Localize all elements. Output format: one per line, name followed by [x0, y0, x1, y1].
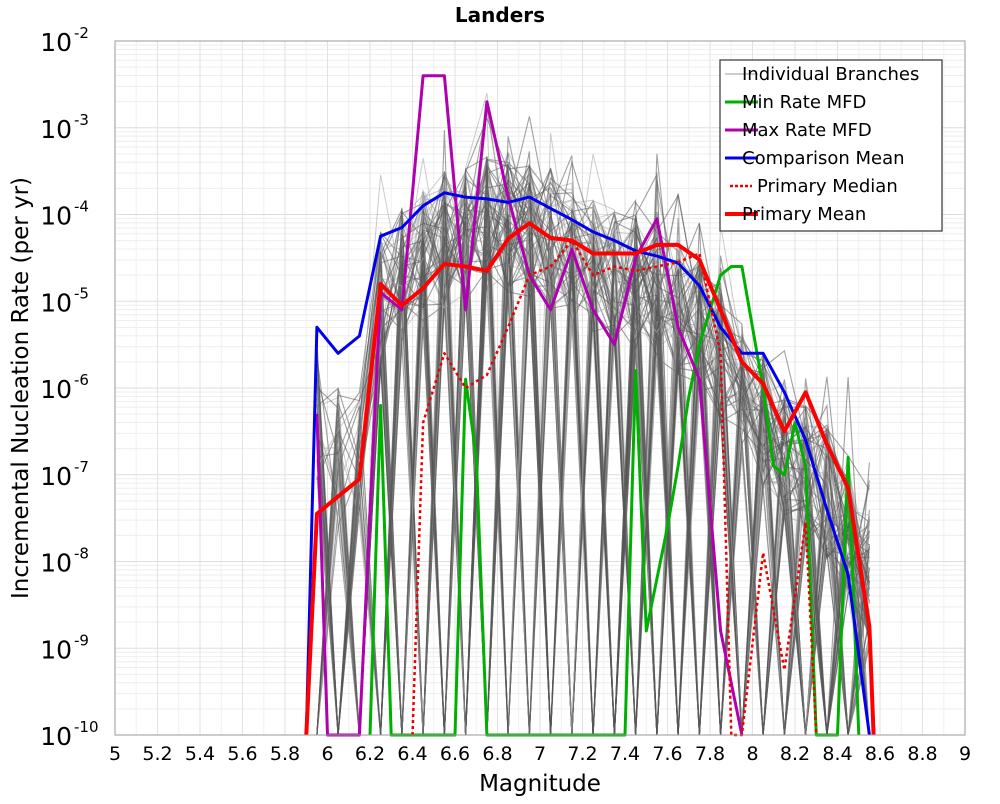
y-tick-label: 10 [40, 635, 72, 664]
legend-label: Min Rate MFD [742, 92, 866, 113]
legend-label: Primary Median [757, 176, 898, 197]
x-tick-label: 5.2 [142, 743, 172, 765]
legend-label: Primary Mean [742, 204, 866, 225]
y-tick-exponent: -6 [74, 371, 89, 389]
legend-label: Individual Branches [742, 64, 919, 85]
y-tick-label: 10 [40, 28, 72, 57]
y-tick-exponent: -10 [74, 718, 99, 736]
series-line-comparison-mean [304, 191, 871, 736]
x-tick-label: 5 [109, 743, 121, 765]
x-tick-label: 5.4 [185, 743, 215, 765]
legend-label: Comparison Mean [742, 148, 905, 169]
x-tick-label: 7 [534, 743, 546, 765]
legend-box [719, 59, 943, 232]
y-tick-label: 10 [40, 722, 72, 751]
x-tick-label: 8.2 [780, 743, 810, 765]
x-tick-label: 9 [959, 743, 971, 765]
x-tick-label: 7.6 [652, 743, 682, 765]
x-tick-label: 5.6 [227, 743, 257, 765]
y-tick-label: 10 [40, 288, 72, 317]
y-tick-label: 10 [40, 202, 72, 231]
y-tick-exponent: -2 [74, 24, 89, 42]
chart-title: Landers [455, 3, 545, 27]
y-tick-exponent: -8 [74, 545, 89, 563]
branch-line [316, 190, 870, 736]
x-tick-label: 8.6 [865, 743, 895, 765]
plot-frame [114, 40, 966, 736]
branch-line [316, 177, 870, 736]
y-tick-label: 10 [40, 375, 72, 404]
y-tick-label: 10 [40, 549, 72, 578]
y-tick-exponent: -5 [74, 284, 89, 302]
y-tick-exponent: -9 [74, 631, 89, 649]
x-tick-label: 5.8 [270, 743, 300, 765]
y-tick-exponent: -7 [74, 458, 89, 476]
x-tick-label: 6 [321, 743, 333, 765]
y-tick-exponent: -3 [74, 111, 89, 129]
y-tick-label: 10 [40, 462, 72, 491]
legend-label: Max Rate MFD [742, 120, 872, 141]
x-tick-label: 6.4 [397, 743, 427, 765]
x-tick-label: 8 [746, 743, 758, 765]
y-tick-exponent: -4 [74, 198, 89, 216]
x-tick-label: 6.2 [355, 743, 385, 765]
branch-line [316, 190, 870, 736]
y-tick-label: 10 [40, 115, 72, 144]
x-tick-label: 7.2 [567, 743, 597, 765]
y-axis-label: Incremental Nucleation Rate (per yr) [8, 177, 34, 599]
series-line-primary-mean [304, 221, 876, 736]
x-tick-label: 6.6 [440, 743, 470, 765]
x-tick-label: 7.8 [695, 743, 725, 765]
x-tick-label: 7.4 [610, 743, 640, 765]
x-axis-label: Magnitude [479, 771, 601, 797]
x-tick-label: 8.4 [822, 743, 852, 765]
x-tick-label: 6.8 [482, 743, 512, 765]
series-line-max-rate-mfd [315, 74, 744, 737]
series-line-primary-median [411, 239, 818, 737]
x-tick-label: 8.8 [907, 743, 937, 765]
